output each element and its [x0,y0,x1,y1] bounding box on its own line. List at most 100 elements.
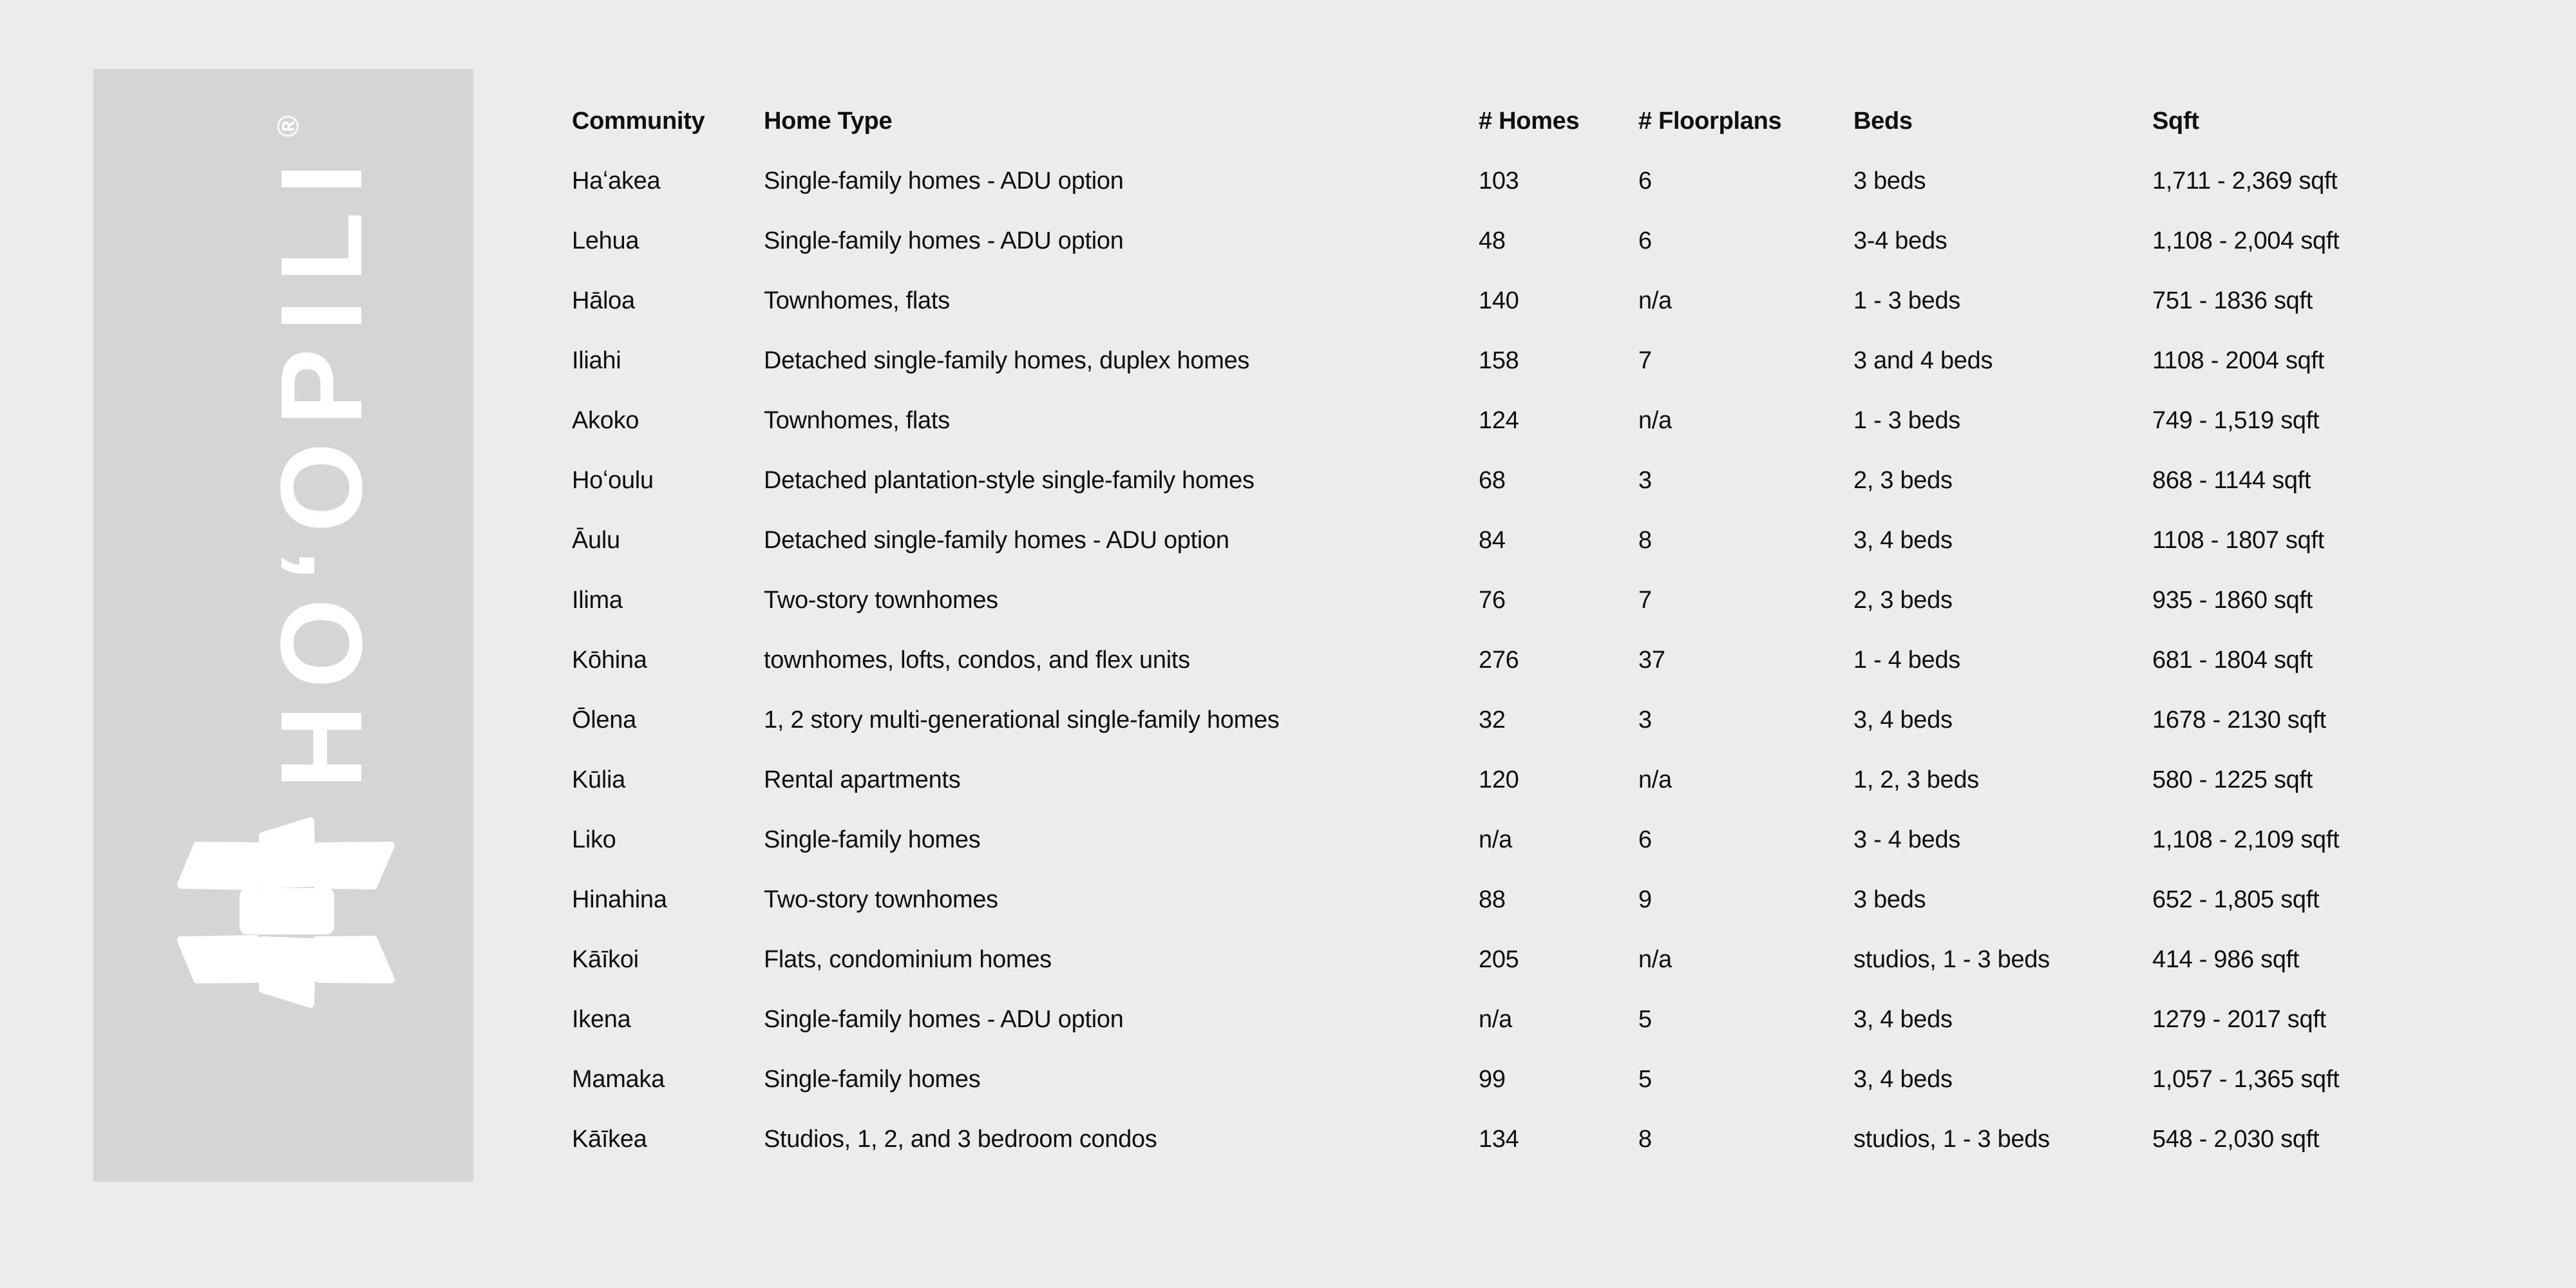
cell-num-floorplans: 8 [1638,1126,1652,1153]
table-row: Liko Single-family homes n/a 6 3 - 4 beds 1,1… [572,810,2439,870]
col-header-community: Community [572,108,705,135]
cell-sqft: 681 - 1804 sqft [2152,647,2313,674]
cell-community: Ikena [572,1006,631,1033]
table-row: Hoʻoulu Detached plantation-style single-… [572,451,2439,511]
table-row: Iliahi Detached single-family homes, dupl… [572,331,2439,391]
cell-num-homes: 120 [1479,766,1519,793]
table-row: Kāīkea Studios, 1, 2, and 3 bedroom condo… [572,1110,2439,1170]
cell-num-homes: 76 [1479,587,1506,614]
cell-beds: 3 beds [1853,886,1926,913]
col-header-num-floorplans: # Floorplans [1638,108,1782,135]
cell-community: Ilima [572,587,623,614]
cell-num-homes: n/a [1479,1006,1512,1033]
cell-num-floorplans: 7 [1638,587,1652,614]
cell-sqft: 749 - 1,519 sqft [2152,407,2320,434]
cell-community: Mamaka [572,1066,665,1093]
cell-beds: 2, 3 beds [1853,467,1953,494]
cell-home-type: Detached single-family homes, duplex hom… [764,347,1250,374]
cell-num-homes: 276 [1479,647,1519,674]
cell-community: Hoʻoulu [572,467,654,494]
table-row: Kōhina townhomes, lofts, condos, and flex… [572,630,2439,690]
cell-beds: studios, 1 - 3 beds [1853,1126,2050,1153]
cell-home-type: Single-family homes [764,826,981,853]
cell-num-floorplans: 37 [1638,647,1665,674]
cell-num-homes: 99 [1479,1066,1506,1093]
cell-num-homes: 158 [1479,347,1519,374]
cell-beds: 3, 4 beds [1853,1066,1953,1093]
cell-sqft: 1108 - 2004 sqft [2152,347,2325,374]
cell-num-floorplans: 3 [1638,706,1652,734]
cell-home-type: Detached plantation-style single-family … [764,467,1255,494]
table-row: Hinahina Two-story townhomes 88 9 3 beds 652 … [572,870,2439,930]
cell-num-homes: 103 [1479,167,1519,194]
cell-beds: 3-4 beds [1853,227,1947,254]
cell-beds: 3, 4 beds [1853,1006,1953,1033]
cell-beds: 3 beds [1853,167,1926,194]
cell-home-type: Single-family homes - ADU option [764,1006,1124,1033]
table-row: Kāīkoi Flats, condominium homes 205 n/a stud… [572,930,2439,990]
cell-home-type: townhomes, lofts, condos, and flex units [764,647,1190,674]
logo-panel: HOʻOPILI ® [93,69,473,1182]
col-header-num-homes: # Homes [1479,108,1580,135]
cell-community: Āulu [572,527,620,554]
cell-sqft: 548 - 2,030 sqft [2152,1126,2320,1153]
cell-num-homes: n/a [1479,826,1512,853]
table-row: Haʻakea Single-family homes - ADU option 1… [572,151,2439,211]
cell-num-homes: 140 [1479,287,1519,314]
cell-num-homes: 134 [1479,1126,1519,1153]
cell-community: Hinahina [572,886,667,913]
cell-sqft: 751 - 1836 sqft [2152,287,2313,314]
cell-num-floorplans: 5 [1638,1006,1652,1033]
brand-logo-text: HOʻOPILI ® [230,115,386,789]
cell-home-type: Two-story townhomes [764,587,998,614]
cell-beds: 3 and 4 beds [1853,347,1993,374]
table-row: Āulu Detached single-family homes - ADU o… [572,511,2439,571]
cell-beds: 3, 4 beds [1853,706,1953,734]
cell-num-floorplans: n/a [1638,946,1672,973]
cell-num-homes: 48 [1479,227,1506,254]
cell-community: Liko [572,826,616,853]
table-row: Lehua Single-family homes - ADU option 48 6… [572,211,2439,271]
table-body: Haʻakea Single-family homes - ADU option 1… [572,151,2439,1170]
cell-num-homes: 205 [1479,946,1519,973]
cell-sqft: 1,108 - 2,004 sqft [2152,227,2340,254]
cell-num-floorplans: 7 [1638,347,1652,374]
cell-community: Kūlia [572,766,625,793]
cell-beds: studios, 1 - 3 beds [1853,946,2050,973]
cell-community: Kāīkoi [572,946,639,973]
cell-beds: 1 - 3 beds [1853,407,1960,434]
cell-num-floorplans: 6 [1638,227,1652,254]
cell-home-type: Townhomes, flats [764,407,950,434]
cell-home-type: Single-family homes - ADU option [764,227,1124,254]
cell-home-type: Two-story townhomes [764,886,998,913]
brand-name: HOʻOPILI [257,146,386,789]
cell-num-floorplans: 3 [1638,467,1652,494]
community-table: Community Home Type # Homes # Floorplans… [572,91,2439,1170]
cell-home-type: Single-family homes [764,1066,981,1093]
cell-sqft: 1279 - 2017 sqft [2152,1006,2326,1033]
cell-num-floorplans: n/a [1638,766,1672,793]
cell-home-type: 1, 2 story multi-generational single-fam… [764,706,1280,734]
cell-community: Kāīkea [572,1126,647,1153]
table-row: Mamaka Single-family homes 99 5 3, 4 beds 1,0… [572,1050,2439,1110]
cell-home-type: Townhomes, flats [764,287,950,314]
col-header-sqft: Sqft [2152,108,2199,135]
table-header-row: Community Home Type # Homes # Floorplans… [572,91,2439,151]
cell-num-homes: 88 [1479,886,1506,913]
cell-num-homes: 68 [1479,467,1506,494]
cell-num-floorplans: 6 [1638,167,1652,194]
cell-beds: 1 - 3 beds [1853,287,1960,314]
cell-home-type: Studios, 1, 2, and 3 bedroom condos [764,1126,1157,1153]
cell-community: Haʻakea [572,167,661,194]
cell-num-homes: 124 [1479,407,1519,434]
cell-num-homes: 32 [1479,706,1506,734]
table-row: Ilima Two-story townhomes 76 7 2, 3 beds 935 … [572,571,2439,630]
cell-sqft: 935 - 1860 sqft [2152,587,2313,614]
table-row: Kūlia Rental apartments 120 n/a 1, 2, 3 beds… [572,750,2439,810]
cell-home-type: Single-family homes - ADU option [764,167,1124,194]
cell-sqft: 1,057 - 1,365 sqft [2152,1066,2340,1093]
cell-community: Akoko [572,407,639,434]
table-row: Ikena Single-family homes - ADU option n/a… [572,990,2439,1050]
table-row: Akoko Townhomes, flats 124 n/a 1 - 3 beds 749… [572,391,2439,451]
cell-beds: 2, 3 beds [1853,587,1953,614]
